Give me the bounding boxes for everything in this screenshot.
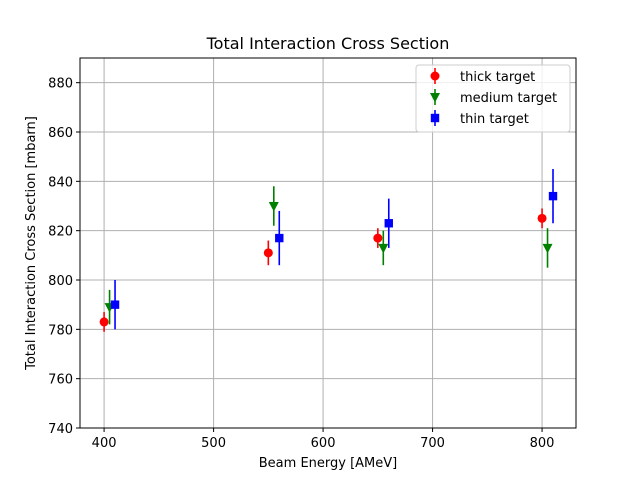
legend-label: medium target — [460, 91, 557, 106]
legend-marker — [430, 93, 440, 103]
thin-target-point — [548, 191, 558, 201]
plot-area-frame — [79, 57, 577, 429]
legend-label: thick target — [460, 70, 535, 85]
thin-target-point — [275, 233, 284, 243]
thin-target-point — [110, 300, 120, 309]
y-tick-label: 820 — [48, 225, 73, 240]
thick-target-point — [99, 317, 109, 327]
x-tick-label: 700 — [420, 436, 445, 451]
thin-target-point — [384, 219, 393, 228]
thick-target-point — [263, 248, 273, 258]
x-tick-label: 500 — [201, 436, 226, 451]
y-tick-label: 840 — [48, 175, 73, 190]
legend: thick target medium target thin target — [415, 64, 571, 133]
thick-target-point — [537, 213, 547, 223]
grid-lines — [80, 58, 576, 429]
x-axis-label: Beam Energy [AMeV] — [259, 456, 397, 471]
legend-box — [415, 64, 571, 133]
legend-marker — [430, 113, 440, 123]
y-tick-label: 880 — [48, 77, 73, 92]
x-tick-label: 600 — [311, 436, 336, 451]
y-tick-label: 860 — [48, 126, 73, 141]
medium-target-point — [542, 243, 553, 254]
x-tick-label: 400 — [92, 436, 117, 451]
x-tick-label: 800 — [530, 436, 555, 451]
data-points — [99, 169, 558, 332]
legend-label: thin target — [460, 112, 529, 127]
y-tick-label: 780 — [48, 323, 73, 338]
y-tick-label: 760 — [48, 373, 73, 388]
chart-title: Total Interaction Cross Section — [206, 34, 450, 53]
y-axis-label: Total Interaction Cross Section [mbarn] — [24, 116, 39, 371]
thick-target-point — [373, 233, 383, 243]
y-tick-label: 740 — [48, 422, 73, 437]
axis-ticks: 400 500 600 700 800 740 760 780 800 820 840 860 880 — [48, 77, 554, 451]
legend-marker — [430, 71, 440, 81]
medium-target-point — [268, 202, 279, 212]
y-tick-label: 800 — [48, 274, 73, 289]
medium-target-point — [378, 243, 389, 254]
